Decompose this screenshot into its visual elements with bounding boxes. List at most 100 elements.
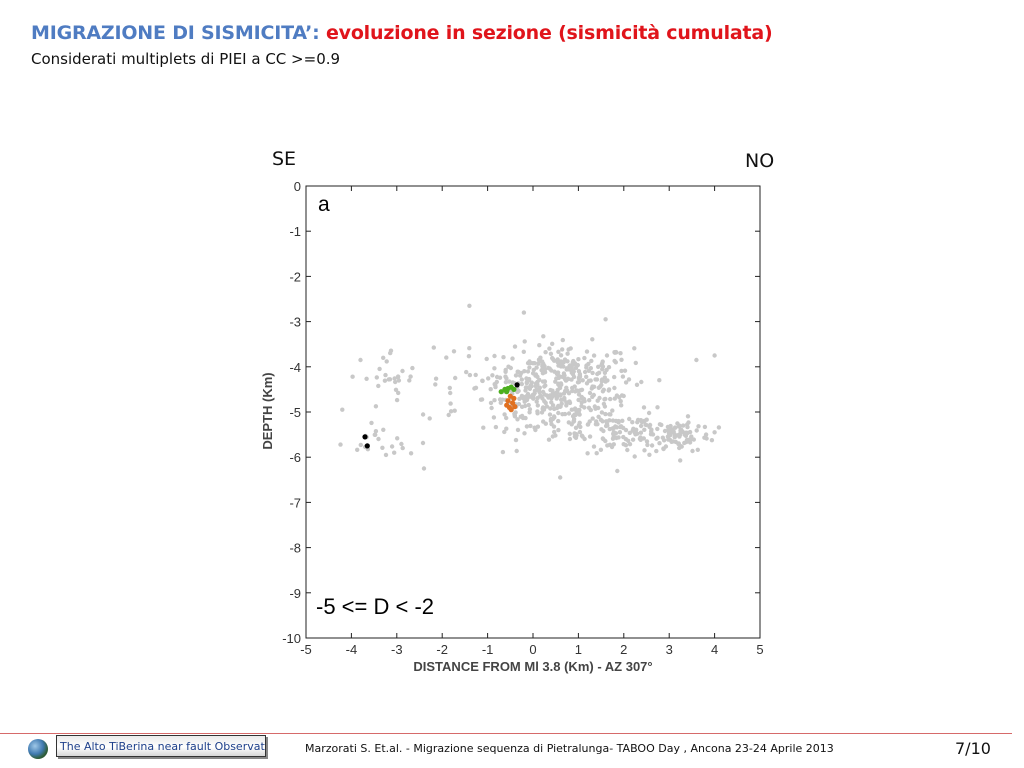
background-event-point (558, 392, 563, 397)
background-event-point (695, 447, 700, 452)
background-event-point (627, 430, 632, 436)
background-event-point (657, 441, 662, 446)
background-event-point (630, 420, 635, 425)
background-event-point (369, 420, 374, 426)
background-event-point (555, 359, 560, 365)
background-event-point (491, 415, 497, 420)
background-event-point (644, 439, 650, 444)
background-event-point (556, 427, 561, 433)
background-event-point (671, 429, 676, 434)
multiplet-event-point (504, 402, 510, 408)
background-event-point (559, 397, 564, 402)
background-event-point (493, 424, 499, 430)
background-event-point (619, 368, 624, 374)
background-event-point (519, 381, 524, 387)
background-event-point (672, 425, 678, 430)
background-event-point (503, 374, 508, 379)
x-tick-label: -5 (300, 642, 312, 657)
background-event-point (508, 365, 513, 371)
y-tick-label: -2 (289, 269, 301, 284)
background-event-point (373, 404, 379, 409)
background-event-point (535, 409, 540, 414)
x-tick-label: 0 (529, 642, 536, 657)
background-event-point (573, 435, 579, 440)
background-event-point (446, 412, 451, 418)
background-event-point (528, 394, 533, 399)
background-event-point (571, 419, 577, 424)
background-event-point (668, 423, 673, 429)
x-axis-label: DISTANCE FROM Ml 3.8 (Km) - AZ 307° (413, 659, 652, 674)
background-event-point (647, 452, 652, 457)
background-event-point (451, 349, 457, 354)
background-event-point (524, 424, 530, 429)
background-event-point (573, 425, 579, 430)
background-event-point (599, 410, 605, 415)
background-event-point (552, 406, 557, 412)
background-event-point (585, 451, 590, 456)
background-event-point (614, 425, 620, 430)
background-event-point (566, 411, 572, 416)
background-event-point (358, 442, 363, 448)
background-event-point (533, 427, 538, 433)
background-event-point (582, 436, 587, 442)
background-event-point (523, 388, 528, 393)
background-event-point (431, 345, 436, 350)
background-event-point (584, 374, 589, 379)
background-event-point (364, 376, 369, 381)
footer-citation: Marzorati S. Et.al. - Migrazione sequenz… (305, 742, 834, 755)
multiplet-event-point (512, 404, 518, 410)
background-event-point (550, 416, 556, 422)
x-tick-label: 1 (575, 642, 582, 657)
background-event-point (490, 373, 495, 378)
background-event-point (594, 377, 600, 382)
background-event-point (520, 413, 525, 419)
background-event-point (623, 380, 629, 385)
background-event-point (544, 393, 550, 398)
background-event-point (649, 443, 655, 448)
background-event-point (556, 410, 561, 416)
background-event-point (702, 424, 708, 430)
background-event-point (604, 353, 610, 358)
background-event-point (550, 355, 555, 361)
background-event-point (635, 417, 641, 423)
title-part-1: MIGRAZIONE DI SISMICITA’: (31, 22, 320, 44)
background-event-point (716, 425, 722, 430)
background-event-point (453, 375, 458, 381)
background-event-point (537, 389, 542, 395)
background-event-point (579, 387, 585, 392)
background-event-point (567, 363, 573, 368)
background-event-point (550, 388, 555, 393)
background-event-point (610, 408, 615, 413)
background-event-point (617, 430, 623, 435)
background-event-point (433, 382, 438, 387)
globe-logo-icon (28, 739, 48, 759)
background-event-point (350, 374, 355, 379)
background-event-point (633, 360, 638, 366)
background-event-point (632, 346, 637, 351)
background-event-point (589, 386, 594, 391)
background-event-point (600, 436, 605, 441)
background-event-point (612, 396, 617, 401)
background-event-point (630, 437, 636, 442)
background-event-point (524, 380, 530, 385)
background-event-point (599, 377, 605, 382)
background-event-point (540, 371, 546, 376)
background-event-point (541, 334, 546, 339)
background-event-point (377, 366, 382, 372)
background-event-point (517, 396, 522, 401)
background-event-point (547, 346, 552, 351)
background-event-point (615, 468, 620, 474)
background-event-point (600, 367, 605, 372)
background-event-point (586, 361, 591, 367)
background-event-point (572, 407, 578, 412)
background-event-point (488, 387, 493, 392)
background-event-point (480, 378, 485, 384)
x-tick-label: 3 (666, 642, 673, 657)
background-event-point (632, 430, 637, 435)
background-event-point (599, 362, 604, 368)
direction-label-no: NO (745, 150, 775, 172)
background-event-point (340, 407, 345, 412)
background-event-point (590, 416, 595, 421)
background-event-point (514, 448, 519, 454)
